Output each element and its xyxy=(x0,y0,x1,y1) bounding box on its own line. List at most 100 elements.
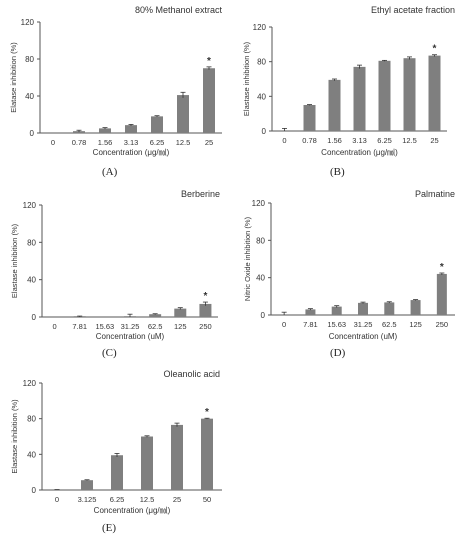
bar xyxy=(141,436,153,490)
y-axis-label: Elastase inhibition (%) xyxy=(10,223,19,298)
y-tick-label: 80 xyxy=(25,55,34,64)
x-tick-label: 250 xyxy=(199,322,212,331)
bar xyxy=(353,66,366,131)
chart-title: 80% Methanol extract xyxy=(135,5,223,15)
significance-marker: * xyxy=(207,56,211,67)
bar xyxy=(177,95,189,133)
chart-title: Oleanolic acid xyxy=(163,369,220,379)
y-axis-label: Nitric Oxide inhibition (%) xyxy=(243,216,252,301)
panel-label-e: (E) xyxy=(102,522,117,534)
bar xyxy=(199,303,212,317)
x-tick-label: 62.5 xyxy=(382,320,397,329)
x-tick-label: 6.25 xyxy=(110,495,125,504)
x-axis-label: Concentration (μg/㏖) xyxy=(94,506,171,515)
x-tick-label: 6.25 xyxy=(377,136,392,145)
bar xyxy=(328,79,341,131)
x-tick-label: 0 xyxy=(51,138,55,147)
x-tick-label: 6.25 xyxy=(150,138,165,147)
bar xyxy=(111,455,123,490)
bar xyxy=(436,273,447,315)
chart-e: 0 40 80 120 0 3.125 6.25 12.5 25 50 * Oleanolic aci… xyxy=(10,369,222,515)
y-tick-label: 80 xyxy=(256,236,265,245)
y-tick-label: 0 xyxy=(32,486,37,495)
x-tick-label: 7.81 xyxy=(72,322,87,331)
x-tick-label: 0 xyxy=(282,136,286,145)
x-tick-label: 7.81 xyxy=(303,320,318,329)
y-tick-label: 40 xyxy=(25,92,34,101)
x-tick-label: 0 xyxy=(55,495,59,504)
y-tick-label: 120 xyxy=(253,23,267,32)
panel-label-b: (B) xyxy=(330,166,345,178)
chart-title: Berberine xyxy=(181,189,220,199)
y-tick-label: 120 xyxy=(21,18,35,27)
y-tick-label: 40 xyxy=(27,276,36,285)
bar xyxy=(201,418,213,490)
y-tick-label: 120 xyxy=(23,379,37,388)
x-tick-label: 25 xyxy=(430,136,438,145)
bar xyxy=(428,55,441,131)
y-tick-label: 0 xyxy=(261,311,266,320)
bar xyxy=(303,105,316,131)
chart-title: Ethyl acetate fraction xyxy=(371,5,455,15)
panel-label-a: (A) xyxy=(102,166,118,178)
bar xyxy=(358,302,368,315)
x-tick-label: 250 xyxy=(436,320,449,329)
significance-marker: * xyxy=(440,262,444,273)
y-tick-label: 40 xyxy=(27,450,36,459)
bar xyxy=(305,309,316,315)
x-tick-label: 31.25 xyxy=(354,320,373,329)
x-tick-label: 125 xyxy=(409,320,422,329)
bar xyxy=(125,125,137,133)
x-tick-label: 0.78 xyxy=(72,138,87,147)
bar xyxy=(378,60,391,131)
x-tick-label: 125 xyxy=(174,322,187,331)
x-tick-label: 15.63 xyxy=(95,322,114,331)
x-tick-label: 3.13 xyxy=(352,136,367,145)
x-tick-label: 3.125 xyxy=(78,495,97,504)
x-tick-label: 0 xyxy=(52,322,56,331)
x-axis-label: Concentration (uM) xyxy=(329,332,398,341)
chart-a: 0 40 80 120 0 0.78 1.56 3.13 6.25 12.5 25 * 80% Meth… xyxy=(9,5,223,157)
significance-marker: * xyxy=(433,44,437,55)
y-tick-label: 40 xyxy=(257,92,266,101)
x-tick-label: 0.78 xyxy=(302,136,317,145)
significance-marker: * xyxy=(205,407,209,418)
x-tick-label: 12.5 xyxy=(140,495,155,504)
y-tick-label: 80 xyxy=(257,58,266,67)
panel-label-d: (D) xyxy=(330,347,346,359)
bar xyxy=(174,308,187,317)
bar xyxy=(331,306,342,315)
bar xyxy=(99,128,111,133)
chart-d: 0 40 80 120 0 7.81 15.63 31.25 62.5 125 250 * Palmat… xyxy=(243,189,455,341)
bar xyxy=(410,300,421,315)
bar xyxy=(403,58,416,132)
x-axis-label: Concentration (μg/㏖) xyxy=(321,148,398,157)
y-tick-label: 0 xyxy=(30,129,35,138)
x-tick-label: 62.5 xyxy=(148,322,163,331)
x-tick-label: 15.63 xyxy=(327,320,346,329)
x-axis-label: Concentration (uM) xyxy=(96,332,165,341)
x-tick-label: 31.25 xyxy=(121,322,140,331)
y-tick-label: 0 xyxy=(262,127,267,136)
chart-c: 0 40 80 120 0 7.81 15.63 31.25 62.5 125 250 * Berber… xyxy=(10,189,220,341)
x-tick-label: 1.56 xyxy=(327,136,342,145)
x-tick-label: 25 xyxy=(173,495,181,504)
x-tick-label: 50 xyxy=(203,495,211,504)
x-tick-label: 12.5 xyxy=(176,138,191,147)
bar xyxy=(81,480,93,490)
bar xyxy=(203,68,215,133)
x-tick-label: 25 xyxy=(205,138,213,147)
x-axis-label: Concentration (μg/㏖) xyxy=(93,148,170,157)
x-tick-label: 12.5 xyxy=(402,136,417,145)
y-axis-label: Elatase inhibition (%) xyxy=(9,42,18,113)
x-tick-label: 1.56 xyxy=(98,138,113,147)
bar xyxy=(384,302,395,315)
bar xyxy=(171,424,183,490)
y-tick-label: 120 xyxy=(23,201,37,210)
significance-marker: * xyxy=(203,291,207,302)
x-tick-label: 0 xyxy=(282,320,286,329)
y-tick-label: 80 xyxy=(27,415,36,424)
y-tick-label: 0 xyxy=(32,313,37,322)
y-axis-label: Elastase inhibition (%) xyxy=(242,41,251,116)
y-axis-label: Elastase inhibition (%) xyxy=(10,399,19,474)
